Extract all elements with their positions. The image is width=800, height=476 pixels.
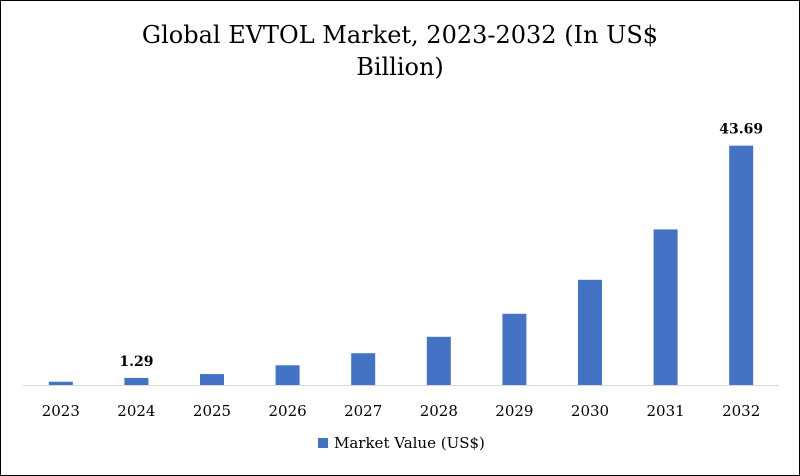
x-tick-label-2030: 2030	[571, 402, 609, 420]
legend: Market Value (US$)	[318, 434, 485, 452]
x-tick-label-2032: 2032	[722, 402, 760, 420]
chart-title-line-1: Global EVTOL Market, 2023-2032 (In US$	[142, 21, 658, 49]
bar-2032	[729, 145, 754, 385]
bar-2031	[653, 229, 678, 385]
bar-2029	[502, 313, 527, 385]
x-tick-label-2028: 2028	[420, 402, 458, 420]
x-tick-label-2027: 2027	[344, 402, 382, 420]
bar-2025	[200, 374, 224, 385]
bar-2028	[426, 336, 451, 385]
legend-label: Market Value (US$)	[334, 434, 485, 452]
bar-2026	[275, 365, 300, 385]
x-tick-label-2031: 2031	[647, 402, 685, 420]
bar-2030	[578, 279, 602, 385]
x-tick-label-2025: 2025	[193, 402, 231, 420]
x-tick-label-2026: 2026	[269, 402, 307, 420]
bars-group	[48, 145, 754, 385]
data-labels: 1.29 43.69	[119, 122, 763, 370]
x-tick-label-2024: 2024	[117, 402, 155, 420]
x-tick-label-2023: 2023	[42, 402, 80, 420]
legend-swatch	[318, 438, 328, 448]
x-tick-labels: 2023 2024 2025 2026 2027 2028 2029 2030 2031 2032	[42, 402, 761, 420]
bar-2023	[48, 381, 73, 385]
data-label-2032: 43.69	[719, 122, 763, 138]
x-tick-label-2029: 2029	[495, 402, 533, 420]
chart-title-line-2: Billion)	[356, 53, 444, 81]
bar-2024	[124, 377, 149, 385]
data-label-2024: 1.29	[119, 354, 153, 370]
bar-2027	[351, 353, 376, 385]
